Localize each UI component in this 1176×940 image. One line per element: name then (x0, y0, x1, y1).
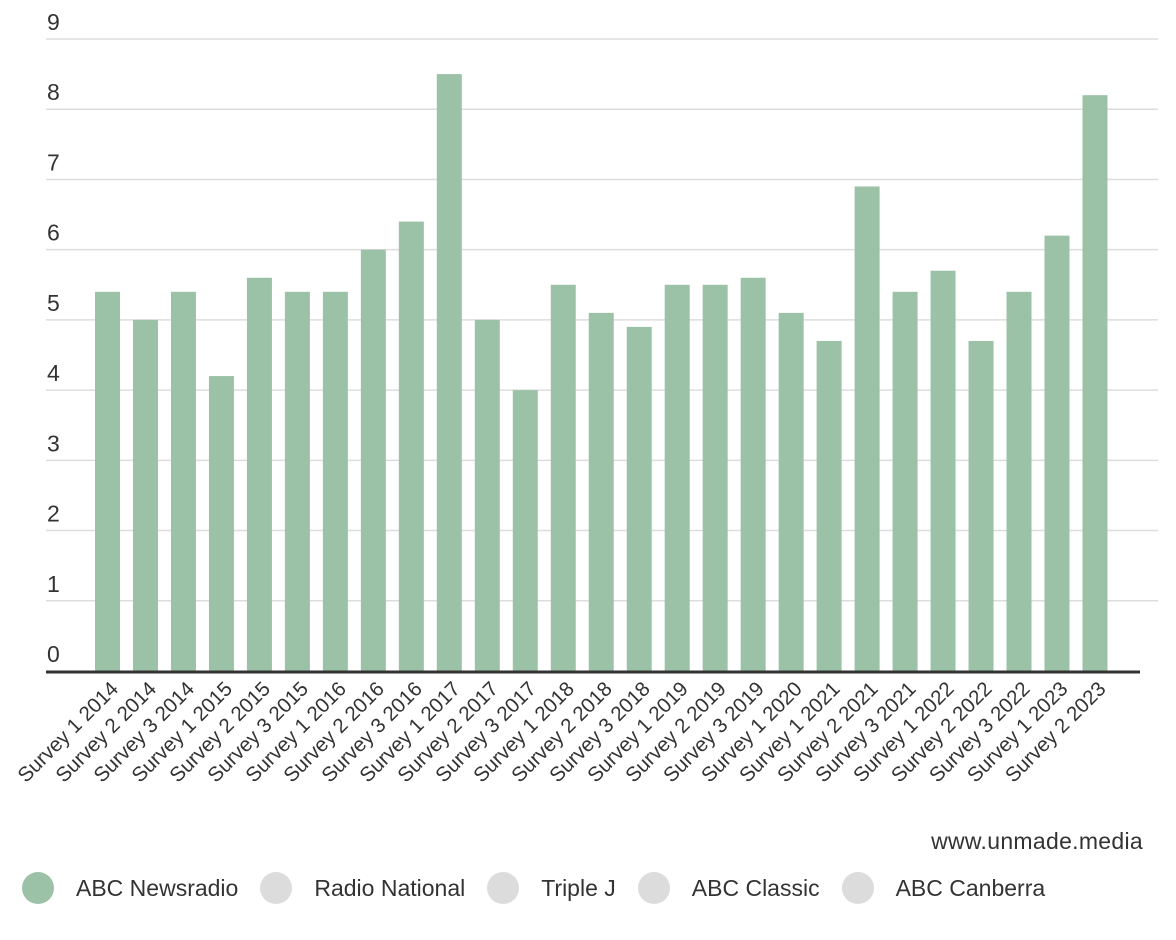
legend-swatch (260, 872, 293, 904)
bar[interactable] (1006, 291, 1032, 671)
legend-swatch (637, 872, 670, 904)
legend-item[interactable]: Triple J (487, 872, 616, 904)
bar[interactable] (740, 277, 766, 671)
bar[interactable] (284, 291, 310, 671)
bar[interactable] (208, 376, 234, 671)
legend-item[interactable]: ABC Newsradio (22, 872, 238, 904)
bar[interactable] (626, 326, 652, 671)
legend-label: Radio National (314, 874, 466, 901)
legend-label: Triple J (541, 874, 616, 901)
bar[interactable] (360, 249, 386, 671)
y-tick-label: 8 (47, 79, 60, 105)
y-tick-label: 3 (47, 430, 60, 456)
bar[interactable] (246, 277, 272, 671)
bar[interactable] (436, 74, 462, 672)
bar[interactable] (550, 284, 576, 671)
bar[interactable] (892, 291, 918, 671)
legend-swatch (22, 872, 54, 904)
bar[interactable] (1082, 95, 1108, 671)
y-tick-label: 4 (47, 360, 60, 386)
bar[interactable] (132, 319, 158, 671)
bar[interactable] (588, 312, 614, 671)
y-tick-label: 0 (47, 641, 60, 667)
bar[interactable] (854, 186, 880, 671)
legend-swatch (841, 872, 874, 904)
bar[interactable] (474, 319, 500, 671)
legend-item[interactable]: Radio National (260, 872, 465, 904)
y-tick-label: 2 (47, 501, 60, 527)
bar[interactable] (816, 340, 842, 671)
legend-label: ABC Newsradio (76, 874, 239, 901)
bar[interactable] (702, 284, 728, 671)
bar[interactable] (1044, 235, 1070, 671)
bar[interactable] (930, 270, 956, 671)
bar[interactable] (778, 312, 804, 671)
y-tick-label: 9 (47, 9, 60, 35)
legend-item[interactable]: ABC Canberra (841, 872, 1046, 904)
y-tick-label: 6 (47, 220, 60, 246)
bar[interactable] (170, 291, 196, 671)
bar[interactable] (322, 291, 348, 671)
source-credit: www.unmade.media (931, 828, 1143, 854)
legend-swatch (487, 872, 520, 904)
bar[interactable] (95, 291, 120, 671)
bar[interactable] (664, 284, 690, 671)
y-tick-label: 7 (47, 149, 60, 175)
legend: ABC Newsradio Radio National Triple J ABC C… (22, 868, 1067, 908)
bar[interactable] (398, 221, 424, 672)
y-tick-label: 5 (47, 290, 60, 316)
legend-item[interactable]: ABC Classic (637, 872, 820, 904)
bar[interactable] (968, 340, 994, 671)
bar[interactable] (512, 390, 538, 671)
legend-label: ABC Classic (691, 874, 820, 901)
legend-label: ABC Canberra (895, 874, 1046, 901)
y-tick-label: 1 (47, 571, 60, 597)
